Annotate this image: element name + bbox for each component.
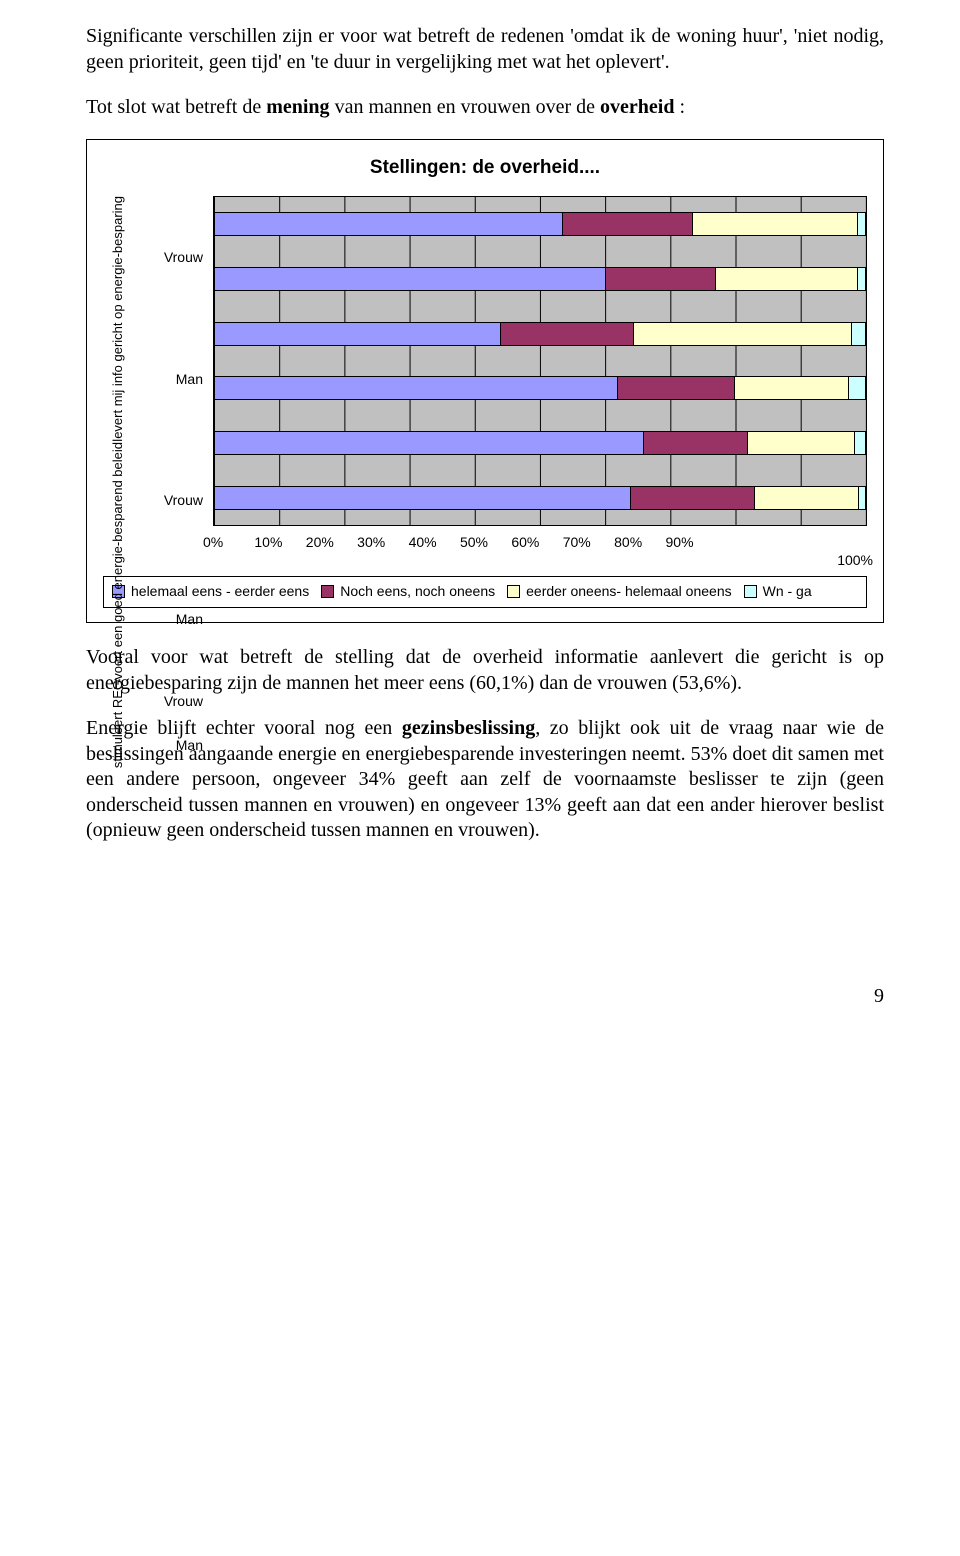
chart-container: Stellingen: de overheid.... levert mij i… — [86, 139, 884, 623]
body-paragraph-4: Energie blijft echter vooral nog een gez… — [86, 716, 884, 844]
bar-segment — [859, 487, 866, 509]
bar-segment — [501, 323, 634, 345]
plot-wrap: 0%10%20%30%40%50%60%70%80%90% 100% — [213, 196, 867, 552]
plot-area — [213, 196, 867, 526]
body-paragraph-3: Vooral voor wat betreft de stelling dat … — [86, 645, 884, 696]
bar-segment — [215, 487, 631, 509]
y-axis-group-label: levert mij info gericht op energie-bespa… — [103, 196, 133, 442]
page-number: 9 — [86, 984, 884, 1010]
stacked-bar — [214, 322, 866, 346]
bar-slot — [214, 306, 866, 361]
x-axis-tick: 100% — [837, 552, 873, 570]
bar-segment — [852, 323, 865, 345]
x-axis: 0%10%20%30%40%50%60%70%80%90% — [213, 534, 867, 552]
bar-segment — [631, 487, 755, 509]
legend-item: Noch eens, noch oneens — [321, 583, 495, 601]
bar-segment — [215, 323, 501, 345]
intro-paragraph-2: Tot slot wat betreft de mening van manne… — [86, 95, 884, 121]
bar-segment — [634, 323, 852, 345]
bar-segment — [716, 268, 858, 290]
legend-item: eerder oneens- helemaal oneens — [507, 583, 731, 601]
bar-slot — [214, 361, 866, 416]
x-axis-tick: 90% — [666, 534, 731, 552]
y-axis-group-label: voert een goed energie-besparend beleid — [103, 442, 133, 680]
bar-segment — [855, 432, 865, 454]
p2-bold2: overheid — [600, 96, 674, 118]
y-axis: levert mij info gericht op energie-bespa… — [103, 196, 213, 526]
p4-pre: Energie blijft echter vooral nog een — [86, 717, 402, 739]
bar-segment — [606, 268, 717, 290]
legend-label: helemaal eens - eerder eens — [131, 583, 309, 601]
legend-item: Wn - ga — [744, 583, 812, 601]
bar-segment — [748, 432, 855, 454]
bar-slot — [214, 470, 866, 525]
legend-swatch — [321, 585, 334, 598]
p4-bold: gezinsbeslissing — [402, 717, 535, 739]
bar-segment — [563, 213, 693, 235]
bar-slot — [214, 197, 866, 252]
bar-segment — [215, 432, 644, 454]
bar-segment — [644, 432, 748, 454]
bar-slot — [214, 416, 866, 471]
bar-segment — [215, 213, 563, 235]
legend-swatch — [744, 585, 757, 598]
legend-label: Wn - ga — [763, 583, 812, 601]
y-axis-sublabel: Vrouw — [133, 196, 213, 319]
p2-mid: van mannen en vrouwen over de — [330, 96, 600, 118]
stacked-bar — [214, 267, 866, 291]
stacked-bar — [214, 212, 866, 236]
bar-segment — [215, 377, 618, 399]
legend-swatch — [507, 585, 520, 598]
bar-segment — [215, 268, 606, 290]
p2-bold1: mening — [266, 96, 329, 118]
y-axis-sublabel: Vrouw — [133, 442, 213, 561]
legend-item: helemaal eens - eerder eens — [112, 583, 309, 601]
bar-segment — [735, 377, 849, 399]
stacked-bar — [214, 486, 866, 510]
bar-slot — [214, 252, 866, 307]
p2-pre: Tot slot wat betreft de — [86, 96, 266, 118]
p2-post: : — [674, 96, 685, 118]
chart-legend: helemaal eens - eerder eens Noch eens, no… — [103, 576, 867, 608]
y-axis-group: levert mij info gericht op energie-bespa… — [103, 196, 213, 442]
legend-label: Noch eens, noch oneens — [340, 583, 495, 601]
bar-segment — [858, 268, 865, 290]
y-axis-group-label: stimuleert REG — [103, 680, 133, 768]
chart-title: Stellingen: de overheid.... — [103, 156, 867, 180]
bar-segment — [693, 213, 858, 235]
chart-body: levert mij info gericht op energie-bespa… — [103, 196, 867, 552]
bar-segment — [755, 487, 859, 509]
bar-segment — [849, 377, 865, 399]
stacked-bar — [214, 376, 866, 400]
y-axis-group: voert een goed energie-besparend beleidV… — [103, 442, 213, 680]
bar-segment — [858, 213, 865, 235]
stacked-bar — [214, 431, 866, 455]
legend-label: eerder oneens- helemaal oneens — [526, 583, 731, 601]
intro-paragraph-1: Significante verschillen zijn er voor wa… — [86, 24, 884, 75]
bar-segment — [618, 377, 735, 399]
y-axis-sublabel: Man — [133, 319, 213, 442]
